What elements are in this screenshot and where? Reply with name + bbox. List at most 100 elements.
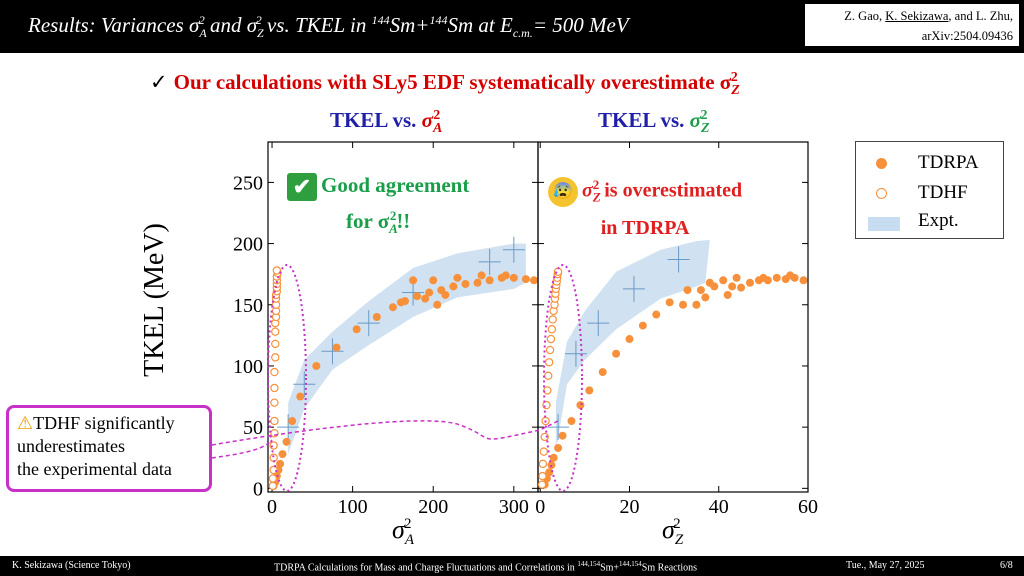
tdhf-point [538,471,547,481]
tdrpa-point [728,282,737,291]
header-bar: Results: Variances σA2 and σZ2 vs. TKEL … [0,0,1024,53]
tdrpa-point [352,325,361,334]
tdrpa-point [625,335,634,344]
tdrpa-point [696,286,705,295]
tdhf-point [271,327,280,336]
tdhf-point [268,474,278,483]
tdhf-point [546,334,556,344]
tdrpa-point [554,443,563,452]
tdrpa-point [409,276,418,285]
tdhf-highlight-ellipse-right [543,264,583,492]
tdhf-point [270,398,279,407]
tdhf-point [544,358,554,367]
x-tick-label: 0 [267,496,277,518]
tdrpa-point [652,310,661,319]
x-tick-label: 20 [619,496,639,518]
green-check-icon: ✔ [287,173,317,202]
callout-connector-left [211,439,273,459]
tdrpa-point [396,298,405,307]
x-tick-label: 40 [709,496,729,518]
expt-band [288,243,526,455]
tdhf-point [539,447,549,456]
tdhf-point [540,432,549,442]
tdhf-point [270,367,279,377]
x-tick-label: 300 [499,496,529,518]
tdrpa-point [701,293,710,302]
tdrpa-point [598,368,607,377]
tdrpa-point [461,279,470,288]
tdrpa-point [745,278,754,287]
left-annotation: ✔ Good agreement for σA2!! [287,170,469,244]
open-circle-icon [876,188,887,199]
tdhf-point [270,383,279,393]
tdrpa-point [509,273,518,282]
right-annotation: 😰 σZ2 is overestimated in TDRPA [548,170,742,243]
filled-circle-icon [876,158,887,169]
tdrpa-point [547,461,556,470]
left-panel-title: TKEL vs. σA2 [330,108,443,137]
tdrpa-point [477,271,486,280]
tdrpa-point [719,276,728,285]
tdrpa-point [332,343,341,352]
tdhf-point [544,371,553,380]
tdrpa-point [288,417,297,426]
tdrpa-point [433,300,442,309]
tdhf-point [271,339,280,349]
x-tick-label: 0 [535,496,545,518]
legend-item-tdhf: TDHF [856,182,1005,208]
tdrpa-point [679,300,688,309]
tdrpa-point [296,392,305,401]
tdrpa-point [759,273,768,282]
headline: ✓ Our calculations with SLy5 EDF systemat… [150,70,740,99]
footer-author: K. Sekizawa (Science Tokyo) [12,560,131,571]
tdrpa-point [799,276,808,285]
right-panel-title: TKEL vs. σZ2 [598,108,710,137]
footer-page: 6/8 [1000,560,1013,571]
tdhf-point [537,480,547,489]
x-tick-label: 200 [418,496,448,518]
tdhf-point [548,315,557,324]
tdrpa-point [485,276,494,285]
slide-title: Results: Variances σA2 and σZ2 vs. TKEL … [28,13,629,41]
tdrpa-point [453,273,462,282]
x-axis-label-right: σZ2 [662,515,684,549]
tdrpa-point [549,453,558,462]
tdrpa-point [683,286,692,295]
tdrpa-point [449,282,458,291]
x-tick-label: 60 [798,496,818,518]
tdrpa-point [312,361,321,370]
legend-item-expt: Expt. [856,210,1005,236]
tdhf-point [547,325,557,334]
legend-item-tdrpa: TDRPA [856,152,1005,178]
tdrpa-point [278,450,287,459]
tdhf-point [538,459,548,469]
footer-bar: K. Sekizawa (Science Tokyo) TDRPA Calcul… [0,556,1024,576]
citation-box: Z. Gao, K. Sekizawa, and L. Zhu, arXiv:2… [804,3,1020,47]
footer-date: Tue., May 27, 2025 [846,560,925,571]
tdrpa-point [425,288,434,297]
tdrpa-point [786,271,795,280]
tdhf-point [269,441,278,450]
tdhf-point [545,345,555,355]
tdrpa-point [585,386,594,395]
tdhf-highlight-ellipse-left [267,264,307,492]
y-tick-label: 50 [243,417,263,439]
y-tick-label: 250 [233,172,263,194]
tdrpa-point [705,278,714,287]
chart-legend: TDRPA TDHF Expt. [855,141,1004,239]
x-tick-label: 100 [338,496,368,518]
tdrpa-point [692,300,701,309]
tdrpa-point [429,276,438,285]
tdrpa-point [441,290,450,299]
tdhf-point [269,465,278,475]
tdrpa-point [421,294,430,303]
y-tick-label: 0 [253,478,263,500]
warning-icon: ⚠ [17,413,34,433]
anxious-face-icon: 😰 [548,177,578,208]
expt-band [555,239,710,452]
tdhf-point [271,353,280,362]
y-tick-label: 150 [233,295,263,317]
y-tick-label: 200 [233,234,263,256]
tdhf-point [268,481,278,491]
